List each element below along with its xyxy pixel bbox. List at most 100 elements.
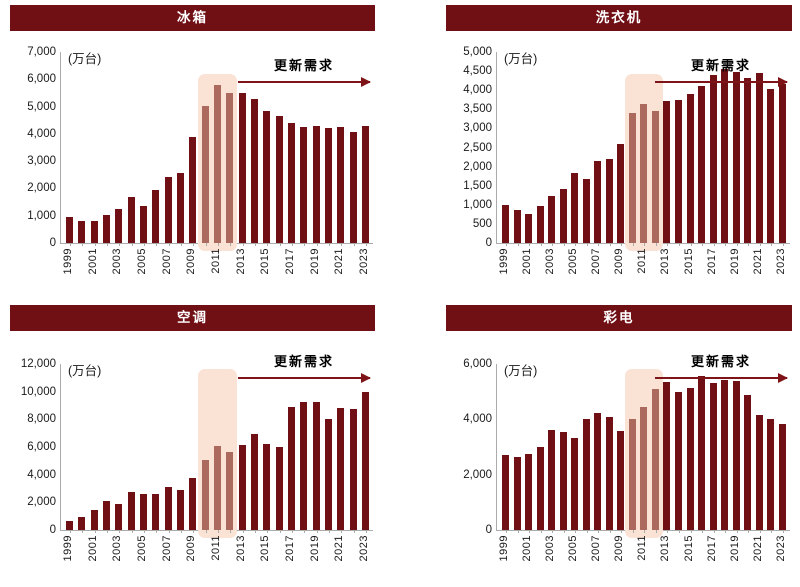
x-tick <box>747 530 749 533</box>
x-tick <box>316 530 318 533</box>
x-tick <box>131 530 133 533</box>
x-tick <box>724 243 726 246</box>
bar-2004 <box>127 491 135 530</box>
y-tick-label: 4,000 <box>27 127 56 140</box>
x-tick-label: 2013 <box>234 535 247 562</box>
bar-2009 <box>617 144 625 243</box>
x-tick <box>353 243 355 246</box>
bar-2004 <box>559 189 567 243</box>
y-tick-label: 500 <box>472 217 492 230</box>
x-tick <box>690 530 692 533</box>
x-tick-label: 2017 <box>705 248 718 275</box>
x-tick <box>303 530 305 533</box>
chart-title: 洗衣机 <box>446 5 792 31</box>
unit-label: (万台) <box>504 52 538 66</box>
bar-2018 <box>721 69 729 243</box>
chart-panel-washing-machine: 洗衣机 (万台) 更新需求 5,000 4,500 4,000 3,500 3,000 2… <box>446 5 792 292</box>
y-tick-label: 3,500 <box>463 103 492 116</box>
bar-2006 <box>152 189 160 243</box>
x-tick <box>586 530 588 533</box>
bar-2013 <box>238 92 246 243</box>
x-tick-label: 2003 <box>543 248 556 275</box>
x-tick <box>655 530 657 533</box>
x-tick <box>747 243 749 246</box>
bar-2013 <box>663 381 671 530</box>
bar-2014 <box>250 99 258 243</box>
x-tick <box>365 530 367 533</box>
x-tick <box>701 530 703 533</box>
y-tick-label: 3,000 <box>27 155 56 168</box>
x-tick-label: 2017 <box>705 535 718 562</box>
x-tick-label: 2007 <box>589 248 602 275</box>
y-tick-label: 6,000 <box>463 358 492 370</box>
x-tick <box>81 243 83 246</box>
x-tick-label: 2019 <box>728 535 741 562</box>
bar-2005 <box>571 173 579 243</box>
x-tick-label: 2001 <box>520 248 533 275</box>
x-tick <box>736 243 738 246</box>
x-tick-label: 2013 <box>234 248 247 275</box>
x-tick <box>94 530 96 533</box>
x-tick <box>517 243 519 246</box>
chart-title: 彩电 <box>446 305 792 331</box>
x-tick-label: 2009 <box>184 535 197 562</box>
x-tick <box>690 243 692 246</box>
bar-2017 <box>709 74 717 243</box>
bar-2022 <box>349 409 357 530</box>
x-tick <box>540 243 542 246</box>
bar-2000 <box>513 456 521 530</box>
x-tick <box>713 243 715 246</box>
bar-series <box>497 364 790 530</box>
bar-2021 <box>337 407 345 530</box>
x-tick <box>632 243 634 246</box>
x-tick <box>551 530 553 533</box>
x-tick <box>597 530 599 533</box>
bar-2016 <box>275 115 283 243</box>
bar-2020 <box>324 419 332 530</box>
bar-2015 <box>686 93 694 243</box>
x-tick <box>551 243 553 246</box>
x-tick <box>701 243 703 246</box>
bar-2022 <box>767 88 775 243</box>
bar-1999 <box>502 205 509 243</box>
x-tick-label: 2005 <box>135 535 148 562</box>
x-tick <box>563 530 565 533</box>
x-tick-label: 2011 <box>209 248 222 274</box>
x-tick <box>254 530 256 533</box>
x-tick <box>666 243 668 246</box>
x-tick-label: 2005 <box>566 248 579 275</box>
bar-2011 <box>640 406 648 530</box>
x-tick-label: 2015 <box>258 535 271 562</box>
x-tick-label: 2021 <box>332 535 345 562</box>
x-tick <box>217 243 219 246</box>
annotation-label: 更新需求 <box>273 354 334 369</box>
x-tick <box>713 530 715 533</box>
x-tick <box>266 530 268 533</box>
bar-2021 <box>755 415 763 530</box>
x-tick <box>279 243 281 246</box>
bar-2015 <box>263 110 271 243</box>
bar-1999 <box>66 217 73 243</box>
x-tick <box>279 530 281 533</box>
y-tick-label: 5,000 <box>463 46 492 58</box>
y-tick-label: 2,000 <box>27 496 56 509</box>
x-tick <box>94 243 96 246</box>
x-tick <box>316 243 318 246</box>
x-tick-label: 2003 <box>110 535 123 562</box>
x-tick-label: 2021 <box>332 248 345 275</box>
bar-2019 <box>732 71 740 243</box>
bar-2021 <box>755 72 763 243</box>
x-tick <box>192 243 194 246</box>
x-tick-label: 2015 <box>682 535 695 562</box>
bar-2019 <box>732 380 740 530</box>
bar-2023 <box>778 84 786 243</box>
x-tick <box>328 530 330 533</box>
x-tick <box>155 243 157 246</box>
x-tick-label: 2007 <box>160 535 173 562</box>
bar-2017 <box>287 123 295 243</box>
bar-2007 <box>594 412 602 530</box>
bar-2014 <box>250 433 258 530</box>
x-tick <box>242 530 244 533</box>
chart-panel-color-tv: 彩电 (万台) 更新需求 6,000 4,000 2,000 0 1999 2001 200… <box>446 305 792 587</box>
annotation: 更新需求 <box>238 351 371 383</box>
